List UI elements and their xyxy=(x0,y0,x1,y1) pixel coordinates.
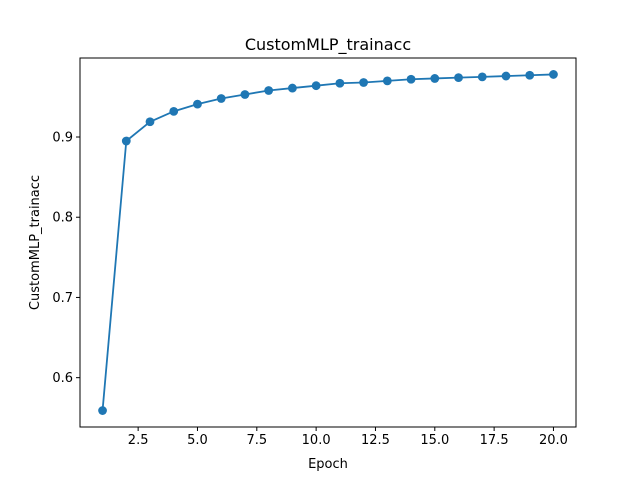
x-tick-label: 10.0 xyxy=(302,433,331,448)
x-tick-label: 2.5 xyxy=(128,433,149,448)
data-point-marker xyxy=(501,71,511,81)
data-point-marker xyxy=(430,74,440,83)
y-axis-label: CustomMLP_trainacc xyxy=(28,175,43,310)
data-point-marker xyxy=(335,78,345,88)
x-tick-label: 7.5 xyxy=(246,433,267,448)
data-point-marker xyxy=(359,78,368,87)
x-tick-label: 12.5 xyxy=(361,433,390,448)
data-point-marker xyxy=(454,73,463,83)
x-tick-label: 5.0 xyxy=(187,433,208,448)
data-point-marker xyxy=(169,106,179,116)
data-point-marker xyxy=(193,99,202,109)
data-point-marker xyxy=(525,70,535,80)
data-point-marker xyxy=(264,86,274,95)
data-point-marker xyxy=(121,136,131,146)
data-point-marker xyxy=(240,90,250,99)
data-point-marker xyxy=(406,74,416,84)
x-axis: 2.5 5.0 7.5 10.0 12.5 15.0 17.5 20.0 xyxy=(128,427,568,448)
y-tick-label: 0.6 xyxy=(52,371,73,386)
y-tick-label: 0.9 xyxy=(52,131,73,146)
data-point-marker xyxy=(288,83,297,93)
x-tick-label: 20.0 xyxy=(539,433,568,448)
y-tick-label: 0.8 xyxy=(52,211,73,226)
data-point-marker xyxy=(145,117,155,127)
chart-title: CustomMLP_trainacc xyxy=(245,35,411,55)
data-point-marker xyxy=(311,81,321,91)
x-tick-label: 15.0 xyxy=(420,433,449,448)
y-tick-label: 0.7 xyxy=(52,291,73,306)
data-point-marker xyxy=(477,72,487,82)
data-point-marker xyxy=(98,406,107,415)
data-point-marker xyxy=(382,76,392,86)
data-point-marker xyxy=(216,94,226,103)
plot-area xyxy=(98,70,558,415)
x-tick-label: 17.5 xyxy=(480,433,509,448)
axes-frame xyxy=(79,57,577,428)
data-point-marker xyxy=(549,70,558,79)
x-axis-label: Epoch xyxy=(308,457,348,472)
y-axis: 0.6 0.7 0.8 0.9 xyxy=(52,131,80,386)
